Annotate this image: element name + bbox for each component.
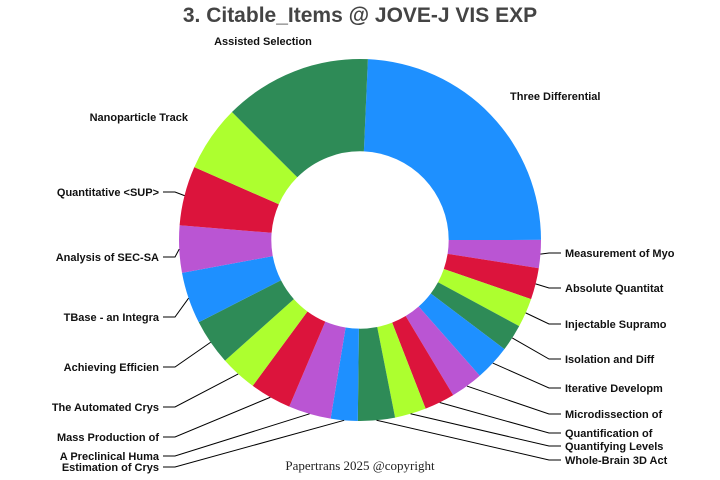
leader-lines bbox=[163, 191, 561, 468]
slice-label: Injectable Supramo bbox=[565, 319, 667, 331]
slice-label: Whole-Brain 3D Act bbox=[565, 455, 668, 467]
leader-line bbox=[376, 419, 561, 461]
leader-line bbox=[439, 402, 561, 434]
slice-iterative-developm[interactable] bbox=[418, 293, 505, 376]
leader-line bbox=[163, 248, 180, 258]
leader-line bbox=[410, 413, 561, 447]
slice-nanoparticle-track[interactable] bbox=[194, 112, 298, 205]
slice-label: Quantitative <SUP> bbox=[57, 187, 159, 199]
slice-label: A Preclinical Huma bbox=[60, 451, 160, 463]
slice-label: Iterative Developm bbox=[565, 383, 663, 395]
slice-label: Analysis of SEC-SA bbox=[56, 252, 159, 264]
leader-line bbox=[163, 297, 190, 318]
slice-label: The Automated Crys bbox=[52, 402, 159, 414]
slice-the-automated-crys[interactable] bbox=[225, 299, 308, 386]
slice-label: Mass Production of bbox=[57, 432, 159, 444]
slice-labels: Three Differential Measurement of Myo Abso… bbox=[52, 36, 675, 474]
slice-label: Three Differential bbox=[510, 91, 600, 103]
slice-measurement-of-myo[interactable] bbox=[447, 239, 542, 269]
slice-three-differential[interactable] bbox=[363, 59, 541, 240]
copyright-footer: Papertrans 2025 @copyright bbox=[285, 458, 435, 473]
slice-quantitative-sup[interactable] bbox=[179, 167, 279, 233]
slice-label: TBase - an Integra bbox=[64, 312, 160, 324]
leader-line bbox=[163, 396, 271, 438]
leader-line bbox=[163, 373, 239, 408]
slice-assisted-selection[interactable] bbox=[231, 59, 368, 178]
slice-tbase-an-integra[interactable] bbox=[182, 256, 281, 323]
slice-microdissection-of[interactable] bbox=[405, 306, 480, 396]
slice-label: Measurement of Myo bbox=[565, 248, 675, 260]
leader-line bbox=[163, 341, 211, 368]
leader-line bbox=[163, 413, 310, 457]
leader-line bbox=[163, 191, 185, 197]
slice-whole-brain-3d-act[interactable] bbox=[357, 327, 396, 421]
leader-line bbox=[511, 337, 561, 360]
slice-achieving-efficien[interactable] bbox=[198, 280, 294, 361]
slice-quantification-of[interactable] bbox=[392, 316, 454, 409]
leader-line bbox=[535, 283, 561, 289]
slice-label: Estimation of Crys bbox=[62, 462, 159, 474]
slice-analysis-of-sec-sa[interactable] bbox=[179, 225, 273, 273]
slice-label: Achieving Efficien bbox=[64, 362, 160, 374]
leader-line bbox=[466, 385, 561, 415]
leader-line bbox=[492, 362, 561, 389]
slice-label: Quantifying Levels bbox=[565, 441, 663, 453]
slice-mass-production-of[interactable] bbox=[252, 311, 326, 407]
slice-injectable-supramo[interactable] bbox=[438, 268, 532, 327]
leader-line bbox=[525, 312, 561, 325]
chart-title: 3. Citable_Items @ JOVE-J VIS EXP bbox=[182, 4, 538, 27]
slice-label: Isolation and Diff bbox=[565, 354, 655, 366]
slice-label: Assisted Selection bbox=[214, 36, 312, 48]
slice-quantifying-levels[interactable] bbox=[377, 322, 426, 418]
slice-a-preclinical-huma[interactable] bbox=[289, 321, 346, 419]
slice-label: Quantification of bbox=[565, 428, 653, 440]
slice-absolute-quantitat[interactable] bbox=[443, 253, 539, 300]
slice-isolation-and-diff[interactable] bbox=[430, 282, 520, 350]
slice-label: Nanoparticle Track bbox=[90, 112, 189, 124]
donut-slices bbox=[179, 59, 542, 421]
leader-line bbox=[163, 419, 345, 468]
slice-label: Microdissection of bbox=[565, 409, 663, 421]
leader-line bbox=[540, 252, 561, 255]
slice-estimation-of-crys[interactable] bbox=[330, 327, 359, 421]
slice-label: Absolute Quantitat bbox=[565, 283, 664, 295]
